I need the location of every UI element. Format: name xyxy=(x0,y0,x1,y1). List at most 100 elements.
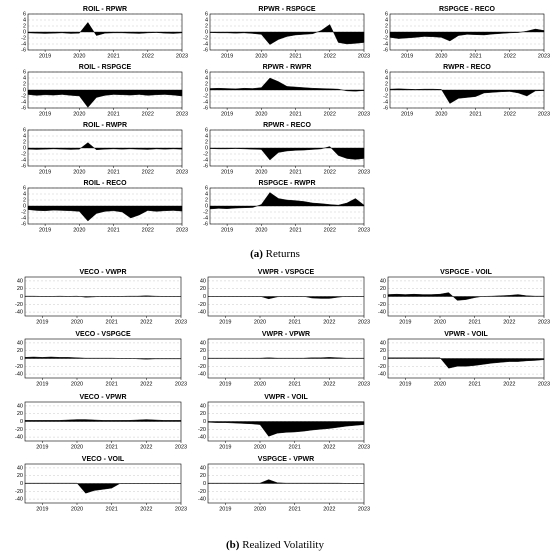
panel-title: VWPR - VPWR xyxy=(262,331,310,338)
y-tick-label: 40 xyxy=(200,340,206,346)
y-tick-label: 4 xyxy=(205,17,208,23)
x-tick-label: 2021 xyxy=(469,381,481,387)
x-tick-label: 2022 xyxy=(142,227,154,233)
x-tick-label: 2020 xyxy=(73,227,85,233)
y-tick-label: -4 xyxy=(203,215,208,221)
y-tick-label: -40 xyxy=(15,310,23,316)
y-tick-label: 6 xyxy=(205,11,208,17)
area xyxy=(207,357,365,359)
x-tick-label: 2021 xyxy=(289,506,301,512)
area xyxy=(387,292,545,301)
plot-frame xyxy=(389,71,545,109)
panel-title: ROIL - RSPGCE xyxy=(79,64,132,71)
y-tick-label: -20 xyxy=(15,489,23,495)
x-tick-label: 2023 xyxy=(358,444,370,450)
plot-frame xyxy=(209,13,365,51)
panel-title: RSPGCE - RWPR xyxy=(258,180,315,187)
x-tick-label: 2019 xyxy=(39,227,51,233)
area xyxy=(209,146,365,161)
x-tick-label: 2023 xyxy=(358,319,370,325)
panel: VECO - VPWR 40 20 0 -20 -40 2019 2020 2021 2022 20… xyxy=(15,394,187,451)
x-tick-label: 2022 xyxy=(142,53,154,59)
y-tick-label: -40 xyxy=(198,372,206,378)
panel-title: VSPGCE - VPWR xyxy=(258,456,314,463)
y-tick-label: 20 xyxy=(200,286,206,292)
x-tick-label: 2019 xyxy=(219,506,231,512)
panel-title: ROIL - RWPR xyxy=(83,122,127,129)
x-tick-label: 2022 xyxy=(323,319,335,325)
y-tick-label: 4 xyxy=(205,133,208,139)
y-tick-label: 0 xyxy=(205,145,208,151)
x-tick-label: 2020 xyxy=(254,444,266,450)
plot-frame xyxy=(27,71,183,109)
y-tick-label: 6 xyxy=(205,185,208,191)
y-tick-label: -2 xyxy=(203,151,208,157)
area xyxy=(207,421,365,437)
y-tick-label: -40 xyxy=(15,435,23,441)
x-tick-label: 2019 xyxy=(36,319,48,325)
x-tick-label: 2019 xyxy=(399,381,411,387)
plot-frame xyxy=(209,71,365,109)
y-tick-label: 2 xyxy=(23,23,26,29)
panel: VECO - VSPGCE 40 20 0 -20 -40 2019 2020 2021 2022… xyxy=(15,331,187,388)
x-tick-label: 2021 xyxy=(106,381,118,387)
x-tick-label: 2019 xyxy=(221,169,233,175)
x-tick-label: 2023 xyxy=(358,381,370,387)
plot-frame xyxy=(209,187,365,225)
plot-frame xyxy=(24,401,182,442)
y-tick-label: 0 xyxy=(23,145,26,151)
x-tick-label: 2021 xyxy=(107,53,119,59)
y-tick-label: -40 xyxy=(15,372,23,378)
y-tick-label: -4 xyxy=(21,157,26,163)
y-tick-label: 0 xyxy=(205,29,208,35)
x-tick-label: 2021 xyxy=(107,169,119,175)
y-tick-label: 0 xyxy=(20,419,23,425)
y-tick-label: -40 xyxy=(198,497,206,503)
panel-title: VWPR - VSPGCE xyxy=(258,269,315,276)
y-tick-label: 2 xyxy=(23,197,26,203)
y-tick-label: -2 xyxy=(21,151,26,157)
x-tick-label: 2023 xyxy=(358,227,370,233)
x-tick-label: 2022 xyxy=(504,111,516,117)
area xyxy=(389,28,545,42)
panel: VWPR - VOIL 40 20 0 -20 -40 2019 2020 2021 2022 20… xyxy=(198,394,370,451)
x-tick-label: 2021 xyxy=(289,381,301,387)
y-tick-label: 2 xyxy=(205,139,208,145)
x-tick-label: 2019 xyxy=(36,444,48,450)
x-tick-label: 2019 xyxy=(36,381,48,387)
y-tick-label: -40 xyxy=(378,310,386,316)
x-tick-label: 2021 xyxy=(289,227,301,233)
y-tick-label: -6 xyxy=(21,47,26,53)
x-tick-label: 2019 xyxy=(401,111,413,117)
x-tick-label: 2020 xyxy=(435,53,447,59)
x-tick-label: 2023 xyxy=(358,169,370,175)
x-tick-label: 2023 xyxy=(358,506,370,512)
x-tick-label: 2020 xyxy=(71,444,83,450)
caption-text: Returns xyxy=(266,248,300,260)
y-tick-label: 0 xyxy=(203,481,206,487)
x-tick-label: 2019 xyxy=(221,227,233,233)
x-tick-label: 2023 xyxy=(176,169,188,175)
y-tick-label: 0 xyxy=(203,356,206,362)
y-tick-label: -6 xyxy=(21,221,26,227)
y-tick-label: -40 xyxy=(378,372,386,378)
y-tick-label: -20 xyxy=(198,302,206,308)
plot-frame xyxy=(27,187,183,225)
y-tick-label: 4 xyxy=(23,75,26,81)
x-tick-label: 2022 xyxy=(324,53,336,59)
plot-frame xyxy=(24,276,182,317)
y-tick-label: -6 xyxy=(203,163,208,169)
x-tick-label: 2023 xyxy=(358,53,370,59)
x-tick-label: 2022 xyxy=(140,444,152,450)
y-tick-label: -40 xyxy=(198,310,206,316)
y-tick-label: 2 xyxy=(23,81,26,87)
x-tick-label: 2020 xyxy=(73,53,85,59)
x-tick-label: 2022 xyxy=(503,381,515,387)
x-tick-label: 2020 xyxy=(71,381,83,387)
x-tick-label: 2020 xyxy=(255,53,267,59)
y-tick-label: 20 xyxy=(17,473,23,479)
